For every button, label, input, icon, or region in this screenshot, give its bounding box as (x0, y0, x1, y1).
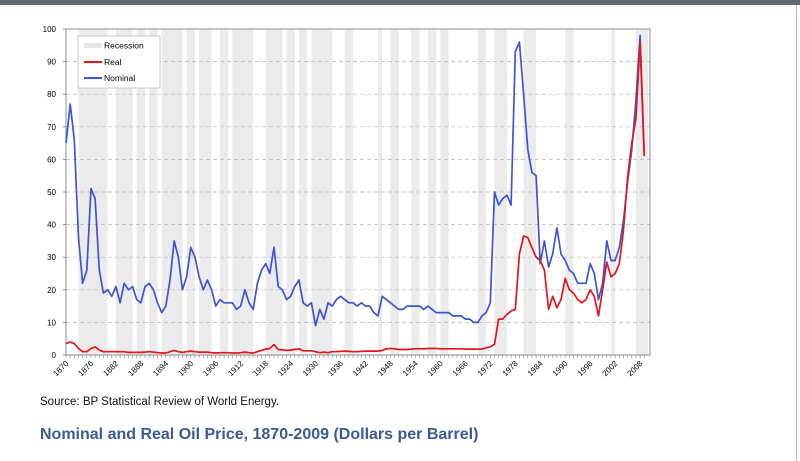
x-tick-label: 1870 (51, 359, 70, 378)
x-tick-label: 1930 (301, 359, 320, 378)
x-tick-label: 1894 (151, 359, 170, 378)
series-line-nominal (65, 34, 646, 327)
x-tick-label: 1978 (501, 359, 520, 378)
y-tick-label: 20 (47, 286, 56, 295)
axes (65, 28, 651, 358)
x-tick-label: 1954 (401, 359, 420, 378)
recession-band (219, 29, 229, 355)
x-tick-label: 1918 (251, 359, 270, 378)
y-tick-labels: 0 10 20 30 40 50 60 70 80 90 100 (43, 25, 57, 360)
recession-band (390, 29, 399, 355)
page-border (796, 5, 797, 461)
x-tick-label: 1924 (276, 359, 295, 378)
x-tick-label: 1882 (101, 359, 120, 378)
x-tick-label: 1996 (576, 359, 595, 378)
plot-frame (65, 28, 651, 356)
y-tick-label: 90 (47, 58, 56, 67)
gridlines (63, 28, 650, 356)
x-tick-label: 1966 (451, 359, 470, 378)
y-tick-label: 40 (47, 221, 56, 230)
x-tick-label: 1960 (426, 359, 445, 378)
chart-title: Nominal and Real Oil Price, 1870-2009 (D… (40, 426, 479, 443)
y-tick-label: 80 (47, 90, 56, 99)
x-tick-label: 1906 (201, 359, 220, 378)
x-tick-label: 1948 (376, 359, 395, 378)
y-tick-label: 50 (47, 188, 56, 197)
y-tick-label: 30 (47, 253, 56, 262)
recession-band (298, 29, 308, 355)
window-top-bar (0, 0, 800, 5)
source-note: Source: BP Statistical Review of World E… (40, 396, 280, 408)
recession-band (136, 29, 146, 355)
recession-band (170, 29, 183, 355)
legend-label-recession: Recession (104, 41, 144, 51)
recession-band (232, 29, 245, 355)
y-tick-label: 60 (47, 155, 56, 164)
legend-swatch-recession (84, 43, 102, 48)
recession-band (199, 29, 212, 355)
x-tick-labels: 1870 1876 1882 1888 1894 1900 1906 1912 1918 1924… (51, 359, 644, 378)
x-tick-label: 1912 (226, 359, 245, 378)
x-tick-label: 1984 (526, 359, 545, 378)
y-tick-label: 0 (52, 351, 57, 360)
x-tick-label: 1990 (551, 359, 570, 378)
x-tick-label: 1942 (351, 359, 370, 378)
x-tick-label: 1888 (126, 359, 145, 378)
y-tick-label: 70 (47, 123, 56, 132)
x-tick-label: 1972 (476, 359, 495, 378)
y-tick-label: 100 (43, 25, 57, 34)
series-lines (65, 34, 646, 354)
legend: Recession Real Nominal (77, 35, 161, 89)
x-tick-label: 1876 (76, 359, 95, 378)
x-tick-label: 2008 (626, 359, 645, 378)
y-tick-label: 10 (47, 318, 56, 327)
series-line-real (65, 41, 646, 354)
recession-band (411, 29, 420, 355)
legend-label-real: Real (104, 57, 122, 67)
recession-band (565, 29, 574, 355)
recession-band (523, 29, 528, 355)
x-tick-label: 1936 (326, 359, 345, 378)
recession-band (378, 29, 383, 355)
x-tick-label: 1900 (176, 359, 195, 378)
x-tick-label: 2002 (601, 359, 620, 378)
recession-band (186, 29, 195, 355)
legend-label-nominal: Nominal (104, 73, 135, 83)
